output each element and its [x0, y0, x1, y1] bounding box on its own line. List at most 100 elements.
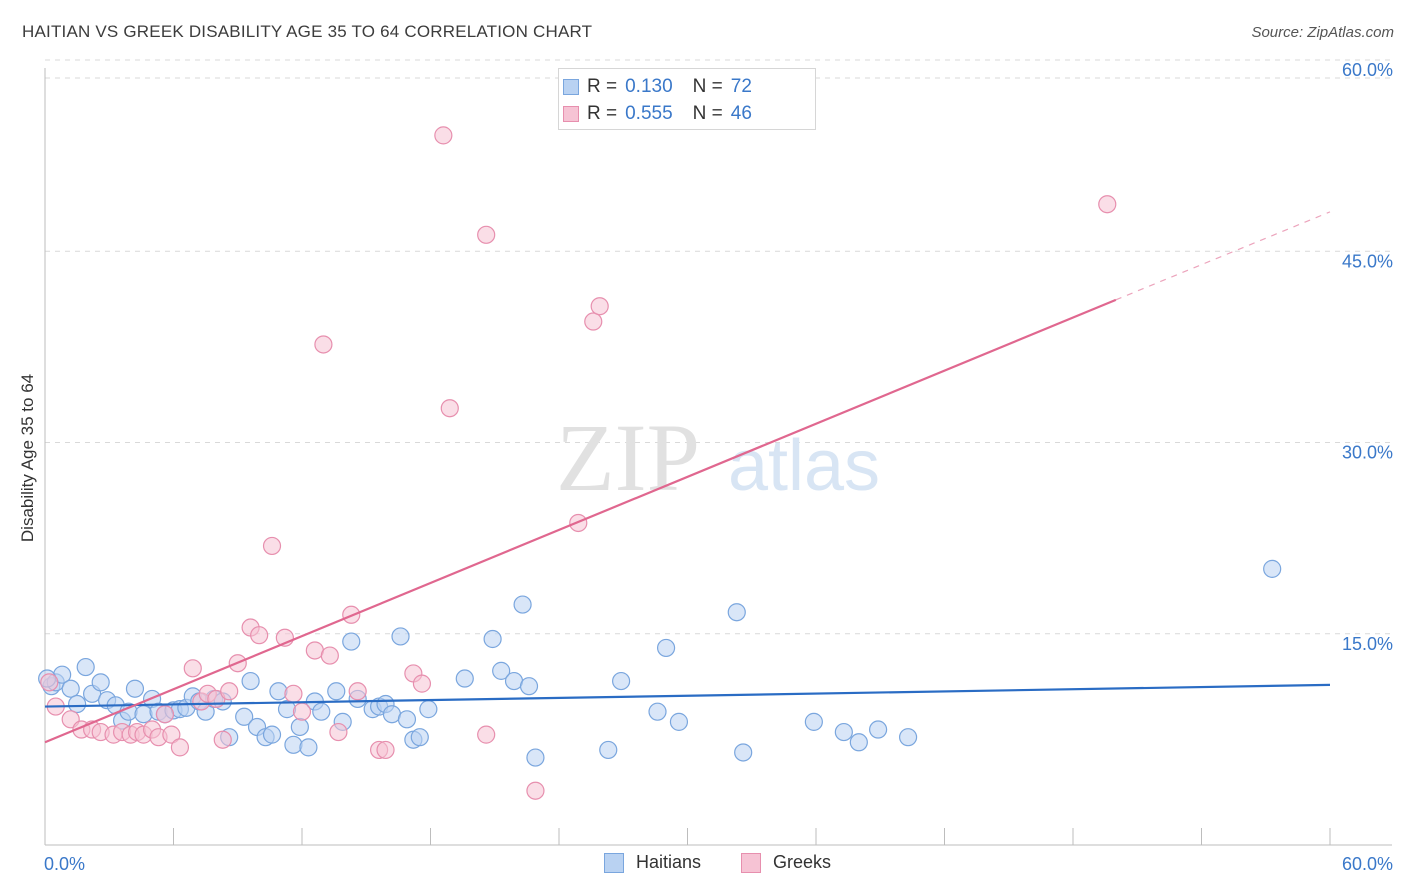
haitian-point: [1263, 559, 1282, 578]
watermark: ZIP atlas: [556, 404, 880, 511]
greek-point: [526, 781, 545, 800]
r-value: 0.555: [625, 103, 673, 124]
n-value: 72: [730, 76, 752, 97]
haitian-point: [734, 743, 753, 762]
haitian-point: [134, 705, 153, 724]
legend-item-haitians[interactable]: Haitians: [604, 852, 701, 873]
greek-point: [162, 725, 181, 744]
haitian-point: [269, 682, 288, 701]
haitian-point: [391, 627, 410, 646]
greek-point: [213, 730, 232, 749]
series-legend: Haitians Greeks: [0, 852, 1406, 876]
haitian-point: [410, 728, 429, 747]
haitian-point: [312, 702, 331, 721]
legend-swatch-greeks: [563, 106, 579, 122]
haitian-point: [804, 712, 823, 731]
haitian-point: [262, 725, 282, 744]
legend-row-haitians: R = 0.130 N = 72: [563, 75, 752, 99]
gridlines: [45, 59, 1392, 635]
legend-label-greeks: Greeks: [773, 852, 832, 872]
greek-point: [314, 335, 333, 354]
greek-point: [155, 705, 175, 724]
haitian-point: [91, 673, 110, 692]
trend-lines: [44, 211, 1331, 744]
greek-point: [434, 126, 453, 145]
haitian-point: [656, 638, 676, 658]
haitian-point: [455, 669, 474, 688]
greek-point: [250, 626, 269, 645]
greek-trend-line: [44, 298, 1117, 744]
haitian-point: [241, 671, 260, 691]
greek-point: [477, 725, 496, 744]
greek-point: [40, 673, 59, 692]
haitian-point: [898, 728, 918, 747]
greek-point: [376, 740, 395, 760]
r-value: 0.130: [625, 76, 673, 97]
greek-point: [477, 225, 496, 244]
haitian-point: [76, 657, 95, 677]
legend-swatch-greeks: [741, 852, 761, 873]
x-tick-label: 60.0%: [1342, 854, 1393, 874]
y-tick-label: 30.0%: [1342, 443, 1393, 463]
greek-point: [292, 702, 312, 721]
haitian-point: [669, 712, 689, 731]
haitian-point: [284, 735, 303, 754]
greek-point: [320, 646, 339, 665]
greek-point: [262, 536, 282, 556]
greek-point: [183, 659, 202, 678]
haitian-point: [526, 748, 545, 767]
legend-swatch-haitians: [563, 79, 579, 95]
haitian-point: [834, 722, 853, 742]
y-tick-label: 15.0%: [1342, 634, 1393, 654]
haitian-point: [125, 679, 145, 698]
haitian-point: [513, 595, 532, 614]
greek-point: [220, 682, 239, 701]
legend-row-greeks: R = 0.555 N = 46: [563, 102, 752, 126]
greek-point: [348, 682, 367, 701]
x-tick-label: 0.0%: [44, 854, 85, 874]
haitian-point: [327, 682, 346, 701]
haitian-point: [612, 671, 631, 691]
haitian-point: [397, 710, 417, 729]
chart-title: HAITIAN VS GREEK DISABILITY AGE 35 TO 64…: [22, 22, 593, 41]
haitian-point: [299, 738, 318, 757]
greek-point: [170, 738, 190, 757]
haitian-point: [235, 707, 254, 726]
haitian-point: [599, 740, 618, 760]
greek-point: [329, 722, 348, 742]
haitian-point: [849, 733, 868, 752]
y-tick-label: 60.0%: [1342, 60, 1393, 80]
greek-point: [590, 297, 609, 316]
haitian-point: [648, 702, 667, 721]
legend-label-haitians: Haitians: [636, 852, 702, 872]
legend-item-greeks[interactable]: Greeks: [741, 852, 831, 873]
source-attribution: Source: ZipAtlas.com: [1251, 24, 1394, 41]
greek-point: [412, 674, 432, 693]
r-label: R =: [587, 76, 618, 97]
greek-point: [440, 399, 459, 418]
n-value: 46: [730, 103, 752, 124]
tick-labels: 15.0% 30.0% 45.0% 60.0% 0.0% 60.0%: [44, 60, 1393, 874]
greek-trend-extension: [1115, 211, 1331, 301]
haitian-point: [869, 720, 888, 739]
greek-point: [284, 684, 303, 703]
watermark-zip: ZIP: [556, 404, 700, 511]
haitian-point: [483, 629, 502, 649]
haitian-point: [419, 700, 438, 719]
legend-swatch-haitians: [604, 852, 624, 873]
haitian-point: [290, 717, 309, 737]
axes: [44, 68, 1392, 846]
y-tick-label: 45.0%: [1342, 251, 1393, 271]
haitian-point: [519, 677, 539, 696]
haitian-point: [68, 694, 87, 714]
haitian-trend-line: [44, 683, 1331, 708]
r-label: R =: [587, 103, 618, 124]
greek-point: [1098, 195, 1117, 214]
haitian-point: [727, 603, 746, 622]
watermark-atlas: atlas: [728, 426, 880, 506]
n-label: N =: [692, 76, 723, 97]
greek-point: [584, 312, 603, 331]
haitian-point: [342, 632, 361, 651]
haitian-point: [492, 661, 511, 680]
